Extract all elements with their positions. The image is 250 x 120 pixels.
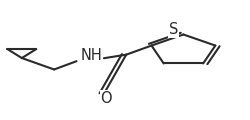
Text: S: S: [169, 22, 178, 37]
Text: O: O: [100, 91, 112, 106]
Text: NH: NH: [80, 48, 102, 63]
